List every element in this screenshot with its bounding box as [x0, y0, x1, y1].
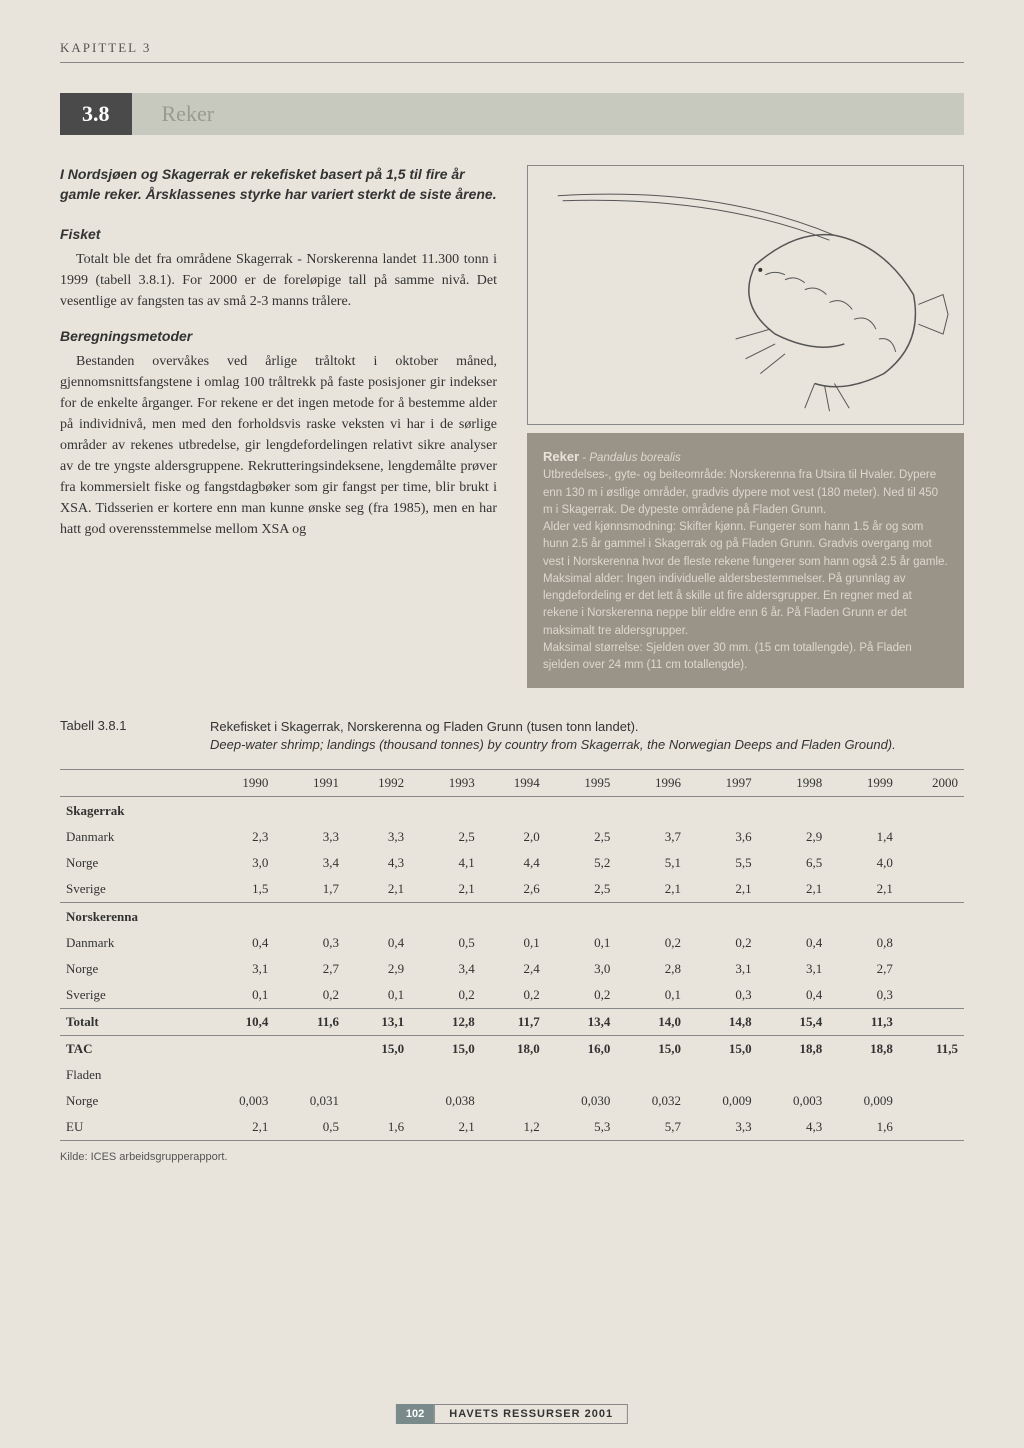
subheading-fisket: Fisket	[60, 224, 497, 245]
table-row: Norge3,12,72,93,42,43,02,83,13,12,7	[60, 956, 964, 982]
shrimp-illustration	[527, 165, 964, 425]
table-row: Fladen	[60, 1062, 964, 1088]
chapter-header: KAPITTEL 3	[60, 40, 964, 63]
table-section: Tabell 3.8.1 Rekefisket i Skagerrak, Nor…	[60, 718, 964, 1162]
species-info-box: Reker - Pandalus borealis Utbredelses-, …	[527, 433, 964, 688]
table-row: Danmark2,33,33,32,52,02,53,73,62,91,4	[60, 824, 964, 850]
info-line: Alder ved kjønnsmodning: Skifter kjønn. …	[543, 519, 948, 571]
shrimp-svg	[538, 176, 953, 413]
footer-title: HAVETS RESSURSER 2001	[434, 1404, 628, 1424]
footer-page-number: 102	[396, 1404, 434, 1424]
section-banner: 3.8 Reker	[60, 93, 964, 135]
table-caption-row: Tabell 3.8.1 Rekefisket i Skagerrak, Nor…	[60, 718, 964, 754]
section-title: Reker	[132, 101, 215, 127]
info-title: Reker	[543, 449, 579, 464]
table-row: Skagerrak	[60, 796, 964, 824]
content-columns: I Nordsjøen og Skagerrak er rekefisket b…	[60, 165, 964, 688]
table-caption-sub: Deep-water shrimp; landings (thousand to…	[210, 737, 896, 752]
intro-paragraph: I Nordsjøen og Skagerrak er rekefisket b…	[60, 165, 497, 204]
table-label: Tabell 3.8.1	[60, 718, 180, 754]
paragraph-fisket: Totalt ble det fra områdene Skagerrak - …	[60, 249, 497, 312]
table-row: Sverige1,51,72,12,12,62,52,12,12,12,1	[60, 876, 964, 903]
table-caption: Rekefisket i Skagerrak, Norskerenna og F…	[210, 718, 964, 754]
info-line: Maksimal alder: Ingen individuelle alder…	[543, 571, 948, 640]
left-column: I Nordsjøen og Skagerrak er rekefisket b…	[60, 165, 497, 688]
info-line: Maksimal størrelse: Sjelden over 30 mm. …	[543, 640, 948, 675]
landings-table: 1990 1991 1992 1993 1994 1995 1996 1997 …	[60, 769, 964, 1141]
table-row: Norge0,0030,0310,0380,0300,0320,0090,003…	[60, 1088, 964, 1114]
table-row: TAC15,015,018,016,015,015,018,818,811,5	[60, 1035, 964, 1062]
table-caption-main: Rekefisket i Skagerrak, Norskerenna og F…	[210, 719, 639, 734]
info-species: Pandalus borealis	[589, 452, 680, 464]
table-row: Norge3,03,44,34,14,45,25,15,56,54,0	[60, 850, 964, 876]
page-footer: 102 HAVETS RESSURSER 2001	[396, 1404, 628, 1424]
subheading-beregning: Beregningsmetoder	[60, 326, 497, 347]
table-source: Kilde: ICES arbeidsgrupperapport.	[60, 1151, 964, 1163]
table-row: EU2,10,51,62,11,25,35,73,34,31,6	[60, 1114, 964, 1141]
table-header-row: 1990 1991 1992 1993 1994 1995 1996 1997 …	[60, 769, 964, 796]
right-column: Reker - Pandalus borealis Utbredelses-, …	[527, 165, 964, 688]
table-row: Totalt10,411,613,112,811,713,414,014,815…	[60, 1008, 964, 1035]
table-row: Danmark0,40,30,40,50,10,10,20,20,40,8	[60, 930, 964, 956]
section-number: 3.8	[60, 93, 132, 135]
info-line: Utbredelses-, gyte- og beiteområde: Nors…	[543, 467, 948, 519]
table-row: Norskerenna	[60, 902, 964, 930]
paragraph-beregning: Bestanden overvåkes ved årlige tråltokt …	[60, 351, 497, 540]
info-title-row: Reker - Pandalus borealis	[543, 447, 948, 467]
table-row: Sverige0,10,20,10,20,20,20,10,30,40,3	[60, 982, 964, 1009]
